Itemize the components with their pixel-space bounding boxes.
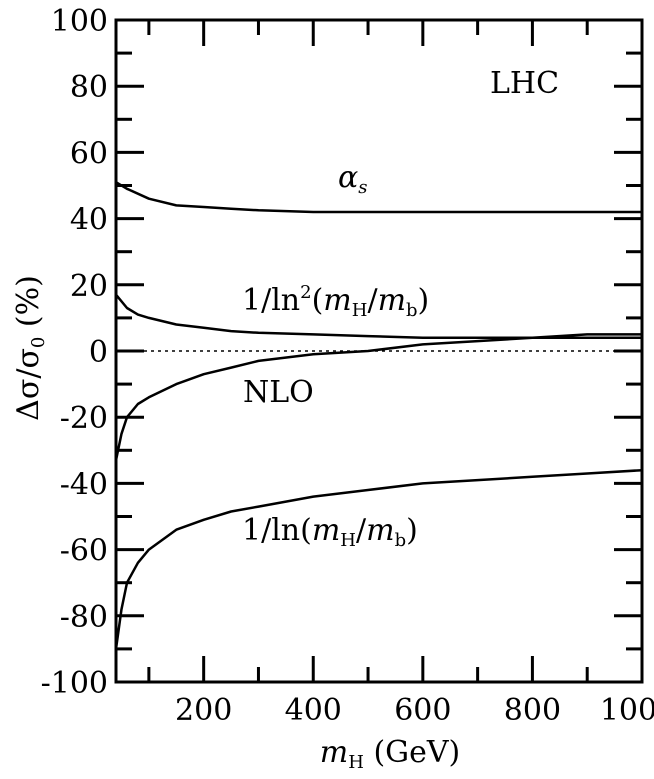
y-tick-label: 100 [51, 4, 108, 39]
series-curves [114, 181, 643, 650]
alpha-sub: s [358, 177, 367, 198]
y-axis-label: Δσ/σ0 (%) [11, 275, 49, 421]
x-tick-label: 600 [394, 693, 451, 728]
y-tick-label: 0 [89, 335, 108, 370]
y-tick-label: -100 [41, 666, 108, 701]
axis-tick-labels: 200 400 600 800 1000 -100 -80 -60 -40 -20 0 20 40 60 8… [41, 4, 654, 728]
series-line-3 [114, 468, 643, 650]
annotation-lhc: LHC [490, 66, 559, 101]
y-tick-label: 20 [70, 269, 108, 304]
x-axis-label: mH (GeV) [320, 735, 460, 773]
alpha-base: α [338, 160, 358, 195]
y-tick-label: 40 [70, 203, 108, 238]
series-line-2 [114, 333, 642, 461]
annotation-inv-ln2: 1/ln2(mH/mb) [242, 282, 429, 321]
series-line-0 [115, 181, 642, 214]
y-tick-label: -40 [60, 467, 108, 502]
y-tick-label: -20 [60, 401, 108, 436]
annotation-inv-ln: 1/ln(mH/mb) [242, 513, 418, 551]
y-tick-label: -80 [60, 600, 108, 635]
x-tick-label: 400 [285, 693, 342, 728]
x-tick-label: 1000 [600, 693, 654, 728]
y-tick-label: 80 [70, 70, 108, 105]
plot-frame [114, 18, 644, 684]
annotation-nlo: NLO [243, 375, 314, 410]
annotation-alpha-s: αs [338, 160, 368, 198]
x-tick-label: 800 [504, 693, 561, 728]
y-tick-label: -60 [60, 534, 108, 569]
y-tick-label: 60 [70, 136, 108, 171]
x-tick-label: 200 [175, 693, 232, 728]
